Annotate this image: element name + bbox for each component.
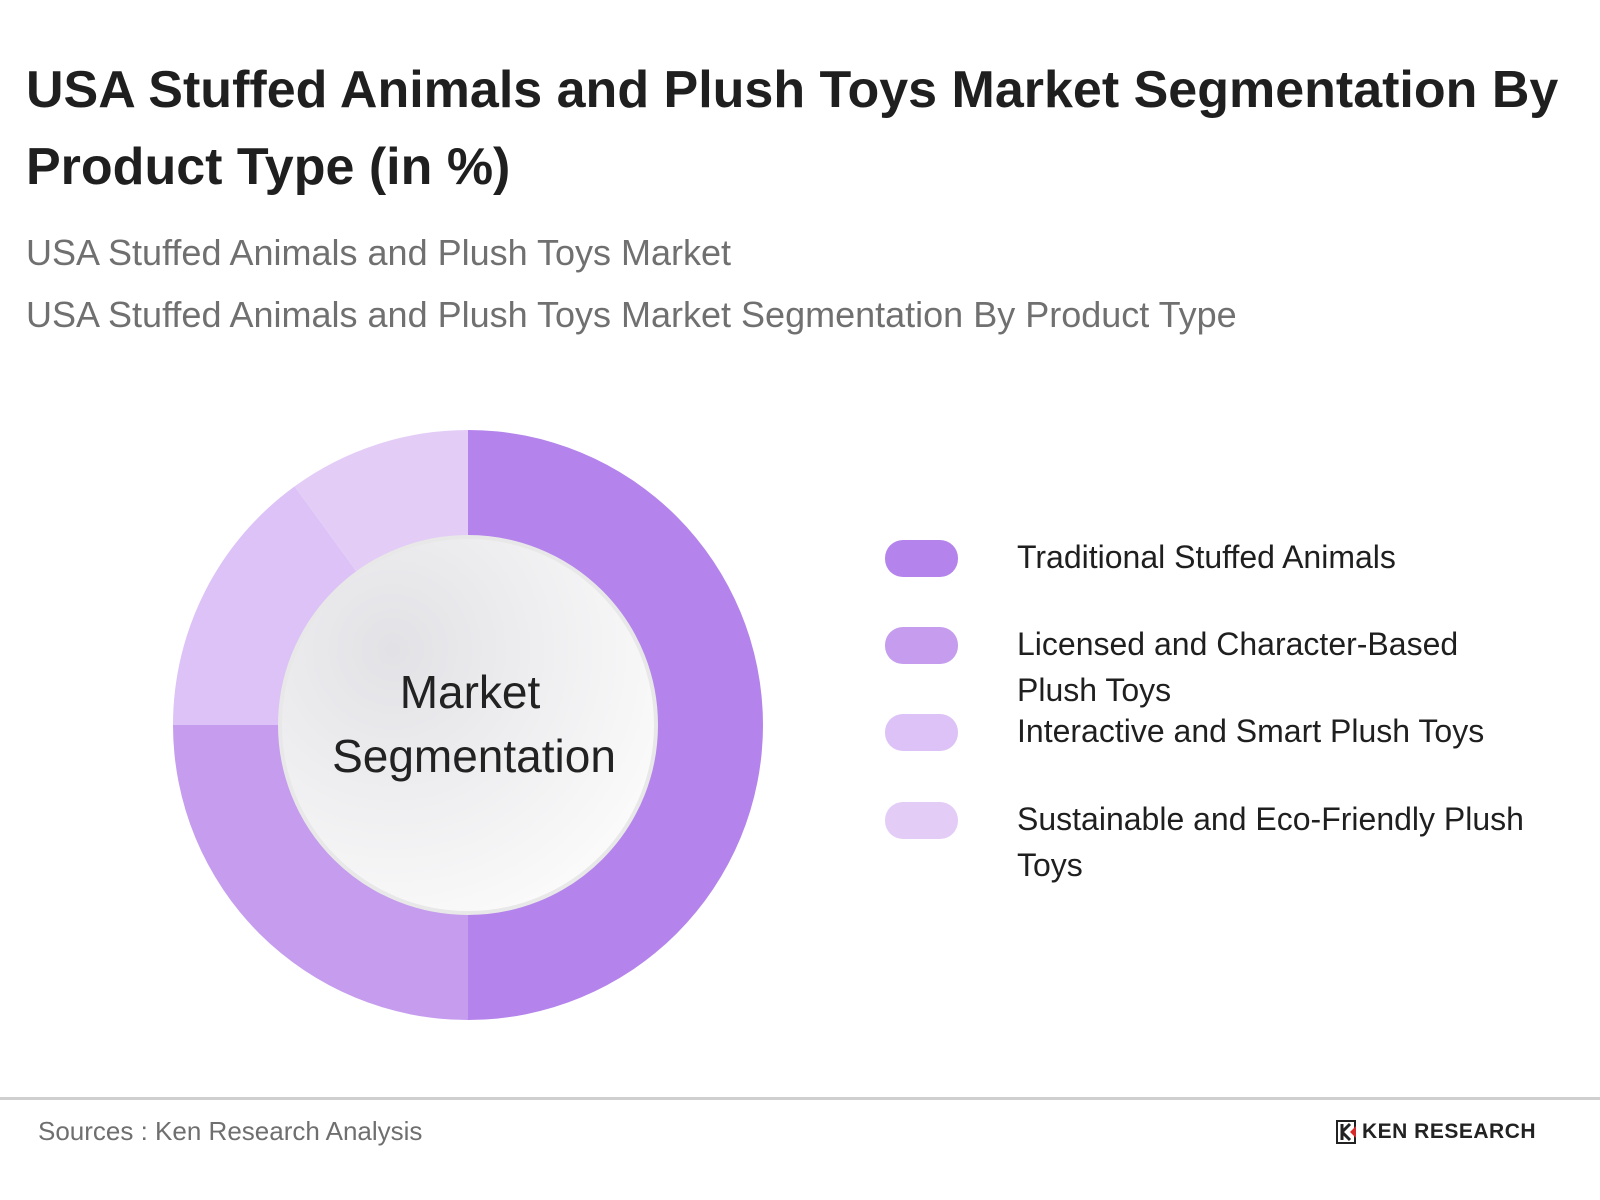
ken-research-logo: KEN RESEARCH	[1336, 1120, 1536, 1144]
legend-swatch	[885, 627, 958, 664]
donut-slice-4	[294, 430, 468, 573]
subtitle-2: USA Stuffed Animals and Plush Toys Marke…	[26, 294, 1237, 335]
ken-logo-icon	[1336, 1120, 1356, 1144]
legend-label: Sustainable and Eco-Friendly Plush Toys	[1017, 801, 1524, 883]
donut-center	[278, 535, 658, 915]
center-label-line-1: Market	[400, 666, 541, 718]
legend-swatch	[885, 802, 958, 839]
subtitle-1: USA Stuffed Animals and Plush Toys Marke…	[26, 232, 732, 273]
footer-divider	[0, 1097, 1600, 1100]
legend-swatch	[885, 714, 958, 751]
donut-slice-3	[173, 486, 358, 725]
legend-label: Licensed and Character-Based Plush Toys	[1017, 626, 1459, 708]
donut-slice-2	[173, 725, 468, 1020]
chart-title: USA Stuffed Animals and Plush Toys Marke…	[26, 61, 1559, 196]
donut-slice-1	[468, 430, 763, 1020]
source-note: Sources : Ken Research Analysis	[38, 1116, 423, 1146]
legend-swatch	[885, 540, 958, 577]
logo-text: KEN RESEARCH	[1362, 1120, 1537, 1143]
legend-label: Traditional Stuffed Animals	[1017, 539, 1396, 575]
donut-chart: Market Segmentation	[173, 430, 763, 1020]
center-label-line-2: Segmentation	[332, 730, 616, 782]
legend-label: Interactive and Smart Plush Toys	[1017, 713, 1485, 749]
